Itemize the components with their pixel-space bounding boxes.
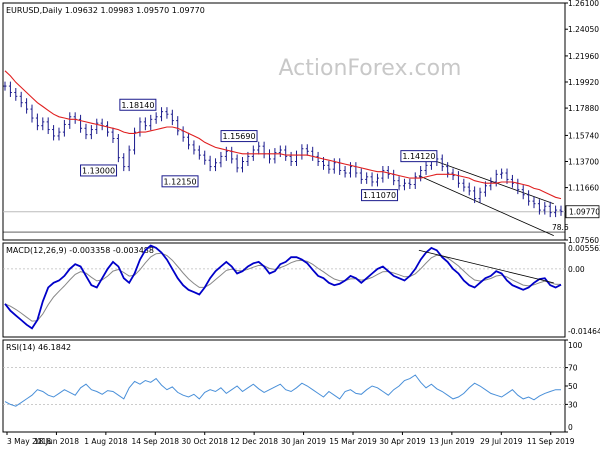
x-tick-label: 14 Sep 2018	[132, 437, 180, 446]
macd-y-tick-label: -0.014647	[568, 327, 600, 336]
ma-line	[4, 70, 562, 200]
macd-panel-frame	[2, 242, 566, 338]
price-y-tick-label: 1.13700	[568, 158, 599, 167]
x-tick-label: 1 Aug 2018	[84, 437, 127, 446]
fib-label: 78.6	[552, 223, 569, 232]
price-y-tick-label: 1.21960	[568, 52, 599, 61]
price-y-tick-label: 1.24050	[568, 25, 599, 34]
last-price-label: 1.09770	[569, 208, 600, 217]
x-tick-label: 3 May 2018	[7, 437, 51, 446]
rsi-y-tick-label: 0	[568, 423, 573, 432]
last-price-box	[565, 205, 600, 219]
price-bars	[3, 81, 563, 218]
x-tick-label: 30 Jan 2019	[281, 437, 326, 446]
macd-title: MACD(12,26,9) -0.003358 -0.003488	[6, 246, 154, 255]
rsi-y-tick-label: 70	[568, 364, 578, 373]
x-tick-label: 18 Jun 2018	[34, 437, 79, 446]
annotation-box	[161, 175, 199, 188]
rsi-y-tick-label: 100	[568, 341, 583, 350]
channel-lower	[418, 175, 554, 237]
annotation-label: 1.11070	[363, 191, 396, 200]
price-y-tick-label: 1.19920	[568, 78, 599, 87]
annotation-box	[119, 98, 157, 111]
annotation-label: 1.18140	[121, 101, 154, 110]
price-y-tick-label: 1.26100	[568, 0, 599, 8]
price-panel-frame	[2, 2, 566, 241]
macd-trendline	[418, 249, 554, 284]
annotation-label: 1.15690	[222, 132, 255, 141]
price-y-tick-label: 1.11660	[568, 184, 599, 193]
price-title: EURUSD,Daily 1.09632 1.09983 1.09570 1.0…	[6, 6, 205, 15]
price-y-tick-label: 1.07560	[568, 236, 599, 245]
watermark-text: ActionForex.com	[279, 56, 462, 81]
rsi-line	[4, 374, 561, 407]
rsi-y-tick-label: 50	[568, 382, 578, 391]
annotation-box	[361, 189, 399, 202]
x-tick-label: 30 Oct 2018	[182, 437, 229, 446]
annotation-box	[400, 150, 438, 163]
macd-y-tick-label: 0.005563	[568, 244, 600, 253]
rsi-y-tick-label: 30	[568, 400, 578, 409]
x-tick-label: 11 Sep 2019	[527, 437, 575, 446]
annotation-label: 1.13000	[82, 166, 115, 175]
macd-line	[4, 244, 562, 330]
price-y-tick-label: 1.15740	[568, 131, 599, 140]
rsi-title: RSI(14) 46.1842	[6, 343, 71, 352]
x-tick-label: 29 Jul 2019	[480, 437, 523, 446]
x-tick-label: 12 Dec 2018	[230, 437, 278, 446]
annotation-box	[220, 130, 258, 143]
x-tick-label: 13 Jun 2019	[429, 437, 474, 446]
macd-y-tick-label: 0.00	[568, 265, 585, 274]
annotation-label: 1.12150	[163, 177, 196, 186]
price-y-tick-label: 1.17880	[568, 104, 599, 113]
x-tick-label: 15 Mar 2019	[329, 437, 377, 446]
x-tick-label: 30 Apr 2019	[379, 437, 426, 446]
annotation-label: 1.14120	[402, 152, 435, 161]
macd-signal-line	[4, 252, 562, 322]
annotation-box	[80, 164, 118, 177]
channel-upper	[418, 154, 554, 205]
